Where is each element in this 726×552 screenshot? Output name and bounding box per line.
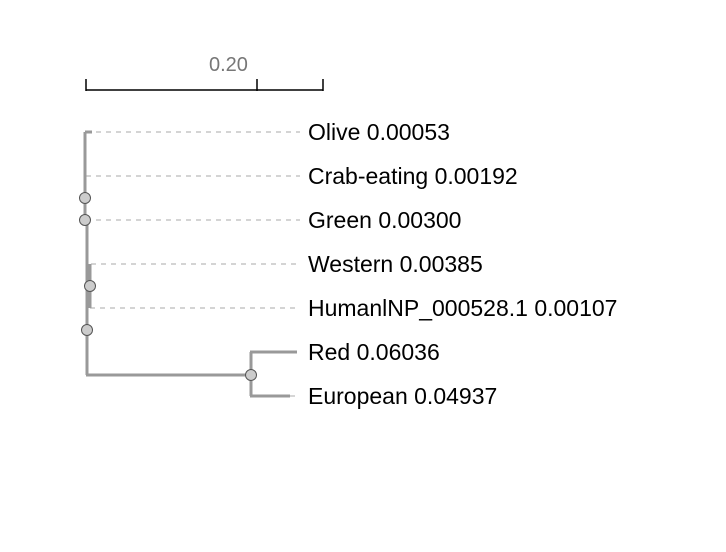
leaf-label-red: Red 0.06036 [308, 339, 440, 365]
node-western-human [84, 280, 96, 292]
node-green [79, 214, 91, 226]
leaf-name: Western [308, 251, 394, 277]
leaf-name: European [308, 383, 408, 409]
leaf-label-olive: Olive 0.00053 [308, 119, 450, 145]
scale-bar-label: 0.20 [209, 54, 248, 76]
leaf-length: 0.00385 [399, 251, 483, 277]
leaf-label-western: Western 0.00385 [308, 251, 483, 277]
leaf-name: Olive [308, 119, 361, 145]
leaf-name: HumanlNP_000528.1 [308, 295, 528, 321]
leaf-length: 0.00053 [366, 119, 450, 145]
leaf-label-european: European 0.04937 [308, 383, 497, 409]
leaf-length: 0.00107 [534, 295, 618, 321]
leaf-label-crab-eating: Crab-eating 0.00192 [308, 163, 518, 189]
nodes [79, 192, 257, 381]
node-lower [81, 324, 93, 336]
node-crab-green [79, 192, 91, 204]
leaf-name: Green [308, 207, 372, 233]
leaf-name: Crab-eating [308, 163, 429, 189]
leaf-length: 0.06036 [356, 339, 440, 365]
leaf-length: 0.00192 [434, 163, 518, 189]
guide-lines [86, 131, 300, 397]
leaf-length: 0.00300 [378, 207, 462, 233]
leaf-label-green: Green 0.00300 [308, 207, 461, 233]
scale-bar [85, 79, 324, 91]
leaf-length: 0.04937 [414, 383, 498, 409]
leaf-name: Red [308, 339, 351, 365]
node-red-european [245, 369, 257, 381]
leaf-label-human: HumanlNP_000528.1 0.00107 [308, 295, 617, 321]
